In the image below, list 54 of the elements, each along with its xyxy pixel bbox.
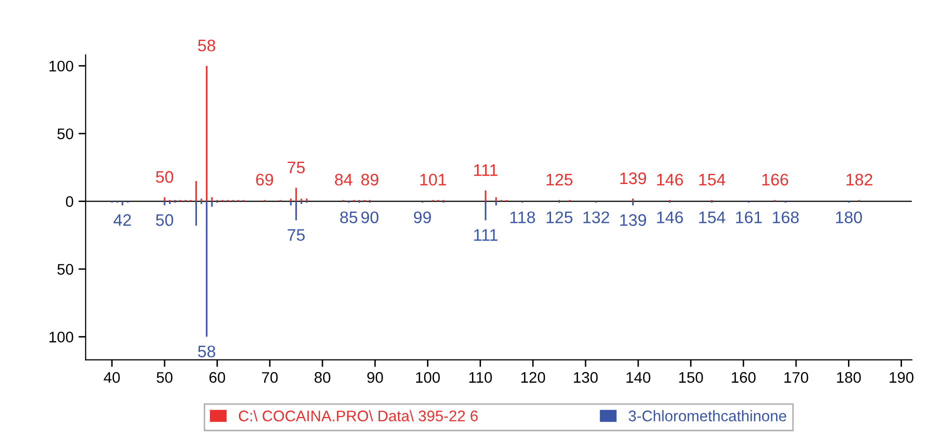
annotation: 139: [620, 214, 646, 226]
annotation: 146: [657, 174, 683, 186]
annotation: 125: [546, 174, 572, 186]
annotation: 75: [288, 229, 305, 241]
annotation: 50: [156, 214, 174, 226]
annotation: 132: [583, 211, 610, 224]
annotation: 125: [546, 211, 572, 224]
annotation: 166: [762, 174, 788, 186]
x-tick-label: 170: [784, 372, 808, 383]
annotation: 111: [474, 164, 498, 176]
legend-label: C:\ COCAINA.PRO\ Data\ 395-22 6: [238, 410, 478, 422]
annotation: 139: [620, 172, 646, 184]
annotation: 154: [699, 174, 726, 186]
legend-label: 3-Chloromethcathinone: [628, 410, 786, 422]
y-tick-label: 100: [50, 332, 74, 342]
x-tick-label: 70: [262, 372, 278, 383]
x-tick-label: 180: [837, 372, 861, 383]
x-tick-label: 190: [890, 372, 914, 383]
annotation: 58: [198, 346, 216, 358]
annotation: 180: [836, 211, 862, 224]
annotation: 50: [156, 171, 174, 183]
x-tick-label: 150: [679, 372, 703, 383]
annotation: 84: [334, 174, 352, 186]
y-tick-label: 0: [66, 196, 74, 207]
annotation: 101: [420, 174, 446, 186]
annotation: 146: [657, 211, 683, 224]
annotation: 111: [474, 229, 498, 241]
annotation: 89: [361, 174, 378, 186]
annotation: 90: [361, 211, 378, 224]
x-tick-label: 60: [209, 372, 226, 383]
y-tick-label: 50: [57, 264, 74, 275]
annotation: 99: [414, 211, 431, 224]
annotation: 75: [288, 162, 305, 174]
y-tick-label: 50: [57, 128, 74, 140]
x-tick-label: 50: [156, 372, 172, 383]
annotation: 154: [699, 212, 726, 224]
x-tick-label: 140: [626, 372, 650, 383]
annotation: 118: [510, 211, 535, 224]
annotation: 182: [846, 174, 872, 186]
x-tick-label: 110: [469, 372, 492, 383]
annotation: 161: [736, 211, 762, 224]
x-tick-label: 90: [367, 372, 383, 383]
annotation: 168: [772, 211, 799, 224]
x-tick-label: 100: [416, 372, 440, 383]
annotation: 58: [198, 40, 216, 52]
x-tick-label: 120: [521, 372, 546, 383]
y-tick-label: 100: [50, 60, 74, 72]
x-tick-label: 40: [104, 372, 120, 383]
annotation: 42: [114, 214, 131, 226]
x-tick-label: 80: [314, 372, 330, 383]
x-tick-label: 130: [574, 372, 598, 383]
annotation: 85: [340, 211, 358, 224]
x-tick-label: 160: [732, 372, 756, 383]
annotation: 69: [256, 174, 274, 186]
